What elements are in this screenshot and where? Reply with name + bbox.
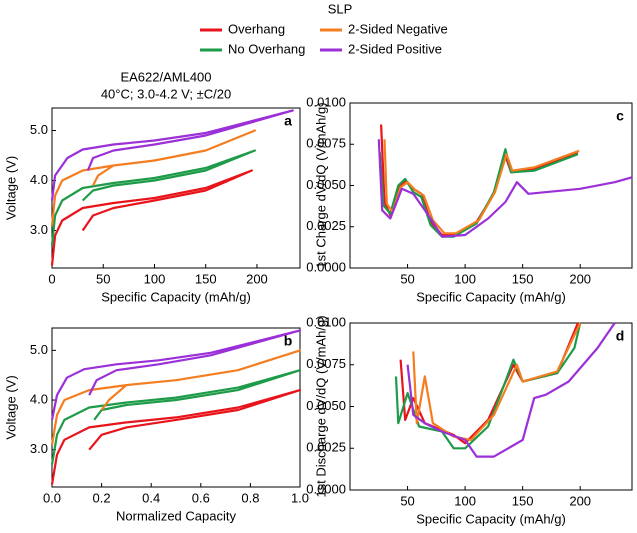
y-tick-label: 0.0000 — [306, 259, 346, 274]
x-tick-label: 150 — [512, 493, 534, 508]
x-tick-label: 200 — [246, 271, 268, 286]
y-axis-title: 1st Charge dV/dQ (V/mAh/g) — [313, 102, 328, 268]
x-tick-label: 0.4 — [142, 490, 160, 505]
y-axis-title: Voltage (V) — [3, 156, 18, 220]
x-tick-label: 0.6 — [192, 490, 210, 505]
y-tick-label: 3.0 — [30, 441, 48, 456]
x-axis-title: Specific Capacity (mAh/g) — [101, 289, 251, 304]
data-line — [377, 139, 633, 238]
x-tick-label: 0 — [48, 271, 55, 286]
y-tick-label: 0.0050 — [306, 177, 346, 192]
x-tick-label: 100 — [454, 493, 476, 508]
data-line — [412, 322, 582, 441]
legend-title: SLP — [328, 1, 353, 16]
legend-label: 2-Sided Positive — [348, 41, 442, 56]
y-axis-title: 1st Discharge dV/dQ (V/mAh/g) — [313, 315, 328, 497]
data-line — [50, 149, 256, 246]
data-line — [50, 169, 253, 266]
x-tick-label: 150 — [195, 271, 217, 286]
y-tick-label: 0.0075 — [306, 136, 346, 151]
x-tick-label: 200 — [569, 271, 591, 286]
y-tick-label: 3.0 — [30, 222, 48, 237]
legend-label: Overhang — [228, 21, 285, 36]
plot-frame — [349, 322, 633, 491]
x-tick-label: 1.0 — [291, 490, 309, 505]
panel-label: d — [616, 328, 625, 344]
y-tick-label: 0.0100 — [306, 94, 346, 109]
panel-label: a — [284, 113, 292, 129]
y-tick-label: 4.0 — [30, 172, 48, 187]
legend-label: 2-Sided Negative — [348, 21, 448, 36]
data-line — [50, 349, 302, 445]
y-tick-label: 4.0 — [30, 391, 48, 406]
x-tick-label: 0.0 — [43, 490, 61, 505]
x-tick-label: 50 — [96, 271, 110, 286]
x-tick-label: 50 — [400, 493, 414, 508]
data-line — [50, 129, 256, 226]
panel-label: c — [616, 108, 624, 124]
annotation: 40°C; 3.0-4.2 V; ±C/20 — [101, 86, 231, 101]
data-line — [50, 369, 302, 465]
data-line — [394, 322, 582, 450]
x-tick-label: 200 — [569, 493, 591, 508]
data-line — [383, 139, 580, 235]
x-tick-label: 0.2 — [93, 490, 111, 505]
y-tick-label: 0.0050 — [306, 398, 346, 413]
panel-label: b — [284, 333, 293, 349]
x-axis-title: Specific Capacity (mAh/g) — [416, 289, 566, 304]
x-axis-title: Specific Capacity (mAh/g) — [416, 511, 566, 526]
y-tick-label: 0.0025 — [306, 440, 346, 455]
y-tick-label: 0.0075 — [306, 356, 346, 371]
x-tick-label: 0.8 — [241, 490, 259, 505]
y-tick-label: 0.0025 — [306, 218, 346, 233]
data-line — [406, 322, 616, 458]
y-tick-label: 5.0 — [30, 342, 48, 357]
x-tick-label: 100 — [454, 271, 476, 286]
plot-frame — [51, 327, 301, 488]
y-tick-label: 0.0000 — [306, 481, 346, 496]
data-line — [50, 329, 302, 421]
x-tick-label: 100 — [144, 271, 166, 286]
plot-frame — [51, 107, 301, 269]
data-line — [50, 109, 294, 201]
data-line — [50, 389, 302, 485]
y-tick-label: 0.0100 — [306, 314, 346, 329]
x-tick-label: 50 — [400, 271, 414, 286]
y-axis-title: Voltage (V) — [3, 375, 18, 439]
x-axis-title: Normalized Capacity — [116, 508, 236, 523]
annotation: EA622/AML400 — [120, 69, 211, 84]
x-tick-label: 150 — [512, 271, 534, 286]
y-tick-label: 5.0 — [30, 122, 48, 137]
legend-label: No Overhang — [228, 41, 305, 56]
plot-frame — [349, 102, 633, 269]
